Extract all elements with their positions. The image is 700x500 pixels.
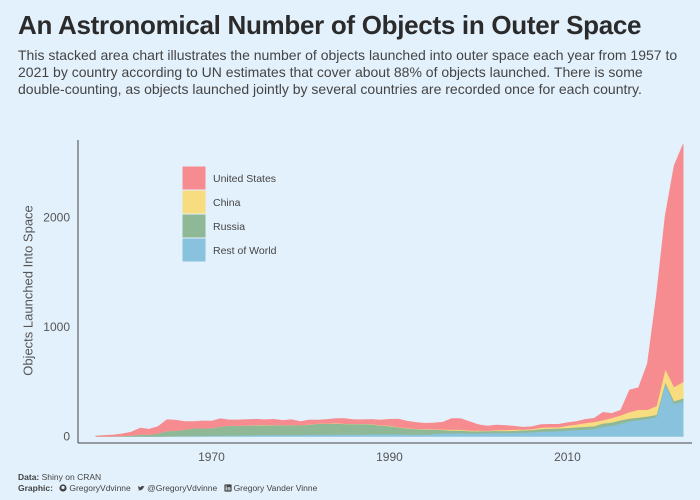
footer-graphic: Graphic: GregoryVdvinne @GregoryVdvinne … bbox=[18, 483, 317, 493]
legend-label-rest-of-world: Rest of World bbox=[213, 245, 277, 257]
legend-label-russia: Russia bbox=[213, 221, 245, 233]
linkedin-icon bbox=[223, 484, 232, 492]
x-tick-label: 1990 bbox=[376, 450, 403, 464]
y-tick-label: 0 bbox=[63, 429, 70, 443]
legend-swatch-rest-of-world bbox=[182, 238, 206, 262]
footer-data-source: Shiny on CRAN bbox=[41, 472, 102, 482]
page-subtitle: This stacked area chart illustrates the … bbox=[18, 47, 678, 97]
legend-label-china: China bbox=[213, 197, 241, 209]
area-series-united-states bbox=[95, 144, 684, 437]
twitter-icon bbox=[137, 485, 145, 491]
chart-areas bbox=[95, 144, 684, 437]
x-axis-ticks: 1970 1990 2010 bbox=[198, 450, 581, 464]
y-tick-label: 2000 bbox=[43, 211, 70, 225]
footer-github-link[interactable]: GregoryVdvinne bbox=[69, 483, 131, 493]
github-icon bbox=[59, 484, 67, 492]
y-axis-ticks: 0 1000 2000 bbox=[43, 211, 70, 444]
footer-linkedin-link[interactable]: Gregory Vander Vinne bbox=[233, 483, 318, 493]
page-title: An Astronomical Number of Objects in Out… bbox=[18, 10, 642, 40]
x-tick-label: 2010 bbox=[554, 450, 581, 464]
y-tick-label: 1000 bbox=[43, 320, 70, 334]
chart-legend: United States China Russia Rest of World bbox=[182, 166, 277, 262]
x-tick-label: 1970 bbox=[198, 450, 225, 464]
footer-data: Data: Shiny on CRAN bbox=[18, 472, 101, 482]
y-axis-label: Objects Launched Into Space bbox=[21, 205, 36, 376]
legend-swatch-china bbox=[182, 190, 206, 214]
footer-data-label: Data: bbox=[18, 472, 40, 482]
footer-twitter-link[interactable]: @GregoryVdvinne bbox=[147, 483, 218, 493]
legend-swatch-russia bbox=[182, 214, 206, 238]
legend-swatch-united-states bbox=[182, 166, 206, 190]
footer-graphic-label: Graphic: bbox=[18, 483, 53, 493]
legend-label-united-states: United States bbox=[213, 173, 276, 185]
